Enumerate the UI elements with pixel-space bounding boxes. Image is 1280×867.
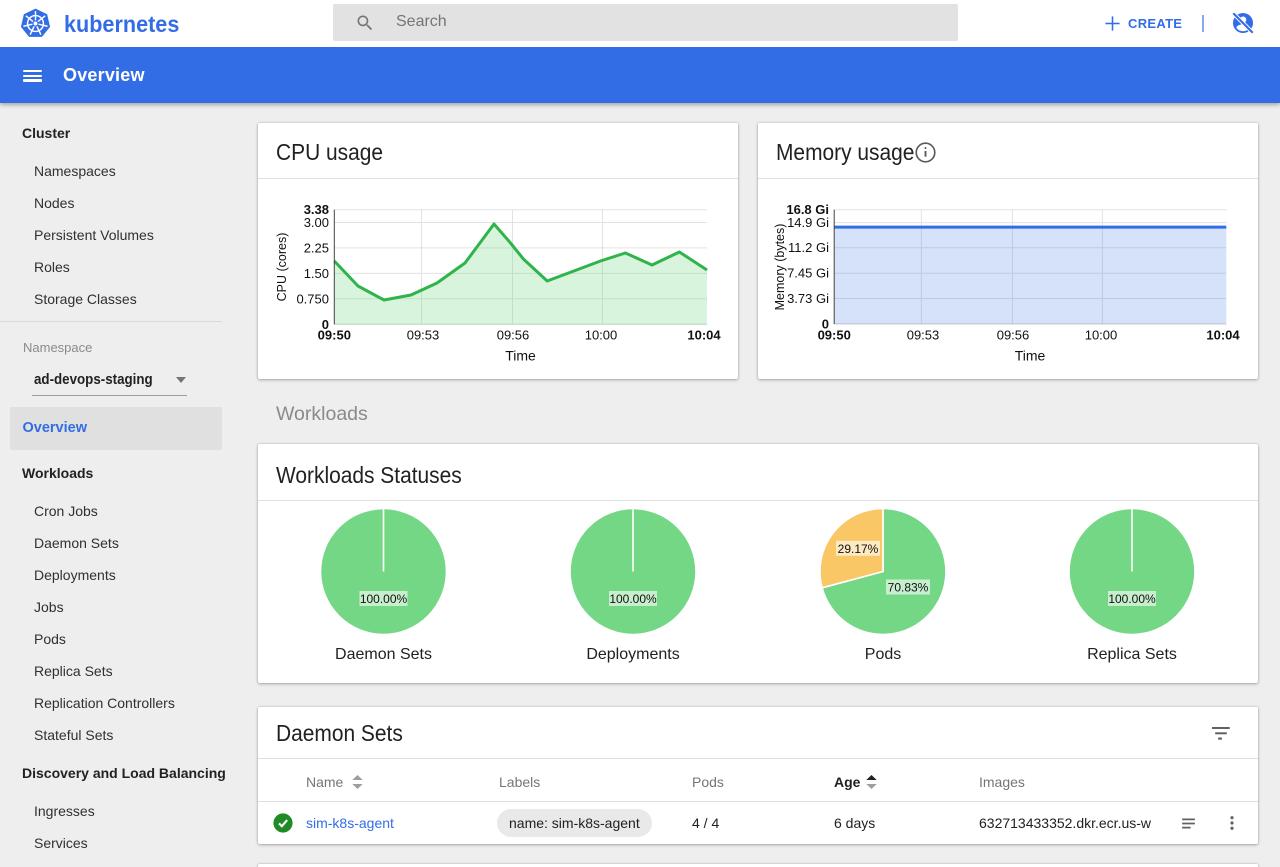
svg-text:0: 0 [822,317,829,332]
svg-text:0: 0 [322,317,329,332]
svg-text:14.9 Gi: 14.9 Gi [787,215,829,230]
svg-text:09:50: 09:50 [318,328,351,343]
svg-text:16.8 Gi: 16.8 Gi [786,202,829,217]
svg-text:10:00: 10:00 [1085,328,1118,343]
svg-text:100.00%: 100.00% [609,592,657,606]
svg-text:7.45 Gi: 7.45 Gi [787,266,829,281]
svg-text:29.17%: 29.17% [838,542,879,556]
svg-text:09:50: 09:50 [818,328,851,343]
svg-text:Time: Time [1015,348,1046,364]
svg-text:3.00: 3.00 [304,215,329,230]
svg-text:09:53: 09:53 [407,328,440,343]
svg-text:11.2 Gi: 11.2 Gi [788,240,829,255]
svg-text:Time: Time [505,348,536,364]
svg-text:3.38: 3.38 [304,202,329,217]
svg-text:09:56: 09:56 [497,328,530,343]
svg-text:1.50: 1.50 [304,266,329,281]
svg-text:100.00%: 100.00% [360,592,408,606]
svg-text:09:56: 09:56 [997,328,1030,343]
svg-text:2.25: 2.25 [304,240,329,255]
svg-text:09:53: 09:53 [907,328,940,343]
svg-text:CPU (cores): CPU (cores) [275,233,289,302]
svg-text:3.73 Gi: 3.73 Gi [787,291,829,306]
svg-text:70.83%: 70.83% [888,581,929,595]
svg-text:Memory (bytes): Memory (bytes) [773,224,787,311]
svg-text:10:00: 10:00 [585,328,618,343]
svg-text:0.750: 0.750 [296,291,329,306]
svg-text:100.00%: 100.00% [1108,592,1156,606]
svg-text:10:04: 10:04 [1206,328,1240,343]
svg-text:10:04: 10:04 [687,328,721,343]
